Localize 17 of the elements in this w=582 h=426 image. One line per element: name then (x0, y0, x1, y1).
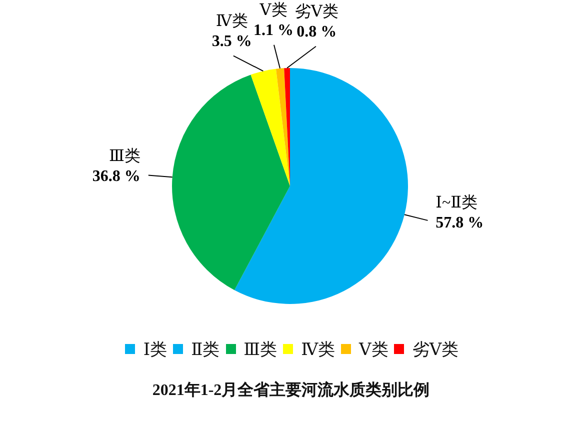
data-label: 36.8 % (92, 168, 140, 185)
legend-label: Ⅱ类 (191, 338, 220, 360)
data-label: 3.5 % (212, 33, 252, 50)
slice-label: 劣Ⅴ类 (294, 2, 338, 20)
text: 2021年1-2月全省主要河流水质类别比例 (151, 380, 431, 401)
legend-label: Ⅴ类 (359, 338, 388, 360)
legend-label: Ⅲ类 (244, 338, 278, 360)
slice-label: Ⅳ类 (216, 12, 248, 30)
slice-label: Ⅴ类 (258, 0, 288, 19)
data-label: 1.1 % (254, 22, 294, 39)
text: Ⅰ~Ⅱ类 (436, 194, 478, 212)
legend-label: Ⅳ类 (301, 338, 336, 360)
data-label: 0.8 % (296, 23, 337, 40)
data-label: 57.8 % (436, 214, 484, 232)
legend-label: Ⅰ类 (143, 338, 168, 360)
legend-label: 劣Ⅴ类 (412, 338, 459, 360)
slice-label: Ⅲ类 (108, 147, 140, 165)
